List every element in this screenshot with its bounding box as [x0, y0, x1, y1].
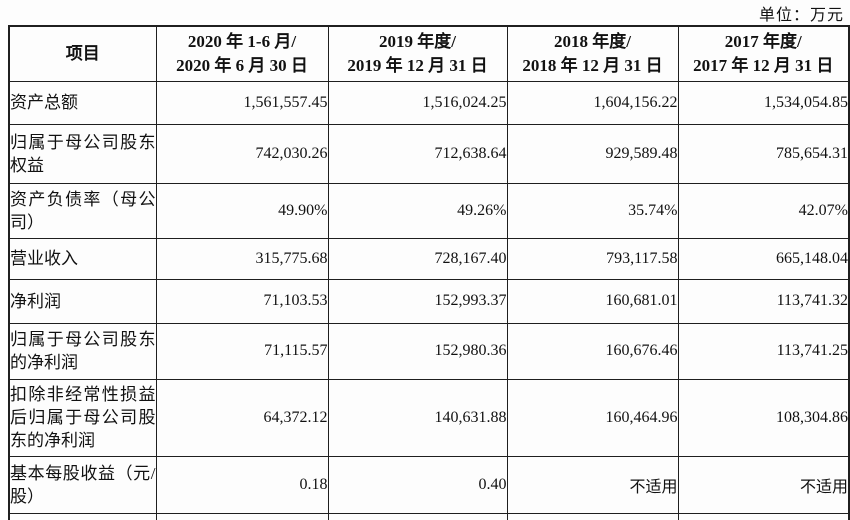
row-label: 基本每股收益（元/股）	[8, 455, 157, 514]
table-row-net-profit-excl-nonrecurring: 扣除非经常性损益后归属于母公司股东的净利润 64,372.12 140,631.…	[8, 378, 850, 457]
cell-value: 1,516,024.25	[327, 80, 508, 125]
cell-value: 不适用	[506, 455, 679, 514]
cell-value: 35.74%	[506, 182, 679, 239]
period-line2: 2017 年 12 月 31 日	[693, 55, 834, 75]
cell-value: 113,741.25	[677, 322, 850, 380]
row-label: 归属于母公司股东权益	[8, 123, 157, 184]
column-header-item: 项目	[8, 25, 157, 82]
table-row-parent-equity: 归属于母公司股东权益 742,030.26 712,638.64 929,589…	[8, 123, 850, 184]
cell-value: 49.26%	[327, 182, 508, 239]
row-label-empty	[8, 512, 157, 520]
row-label: 营业收入	[8, 237, 157, 280]
row-label: 资产负债率（母公司）	[8, 182, 157, 239]
cell-value: 728,167.40	[327, 237, 508, 280]
table-row-net-profit: 净利润 71,103.53 152,993.37 160,681.01 113,…	[8, 278, 850, 324]
cell-value: 0.40	[327, 455, 508, 514]
column-header-period-2018: 2018 年度/ 2018 年 12 月 31 日	[506, 25, 679, 82]
period-line1: 2017 年度/	[724, 31, 802, 51]
cell-value: 64,372.12	[155, 378, 329, 457]
unit-label: 单位：万元	[758, 7, 844, 24]
row-label: 扣除非经常性损益后归属于母公司股东的净利润	[8, 378, 157, 457]
cell-value: 785,654.31	[677, 123, 850, 184]
row-label: 净利润	[8, 278, 157, 324]
cell-value: 160,681.01	[506, 278, 679, 324]
cell-value: 1,561,557.45	[155, 80, 329, 125]
period-line2: 2018 年 12 月 31 日	[522, 55, 663, 75]
column-header-period-2019: 2019 年度/ 2019 年 12 月 31 日	[327, 25, 508, 82]
period-line2: 2019 年 12 月 31 日	[347, 55, 488, 75]
cell-value: 152,980.36	[327, 322, 508, 380]
table-row-parent-net-profit: 归属于母公司股东的净利润 71,115.57 152,980.36 160,67…	[8, 322, 850, 380]
cell-value: 152,993.37	[327, 278, 508, 324]
cell-value: 71,103.53	[155, 278, 329, 324]
table-row-basic-eps: 基本每股收益（元/股） 0.18 0.40 不适用 不适用	[8, 455, 850, 514]
table-row-debt-ratio: 资产负债率（母公司） 49.90% 49.26% 35.74% 42.07%	[8, 182, 850, 239]
cell-value: 49.90%	[155, 182, 329, 239]
cell-value: 113,741.32	[677, 278, 850, 324]
period-line2: 2020 年 6 月 30 日	[176, 55, 308, 75]
column-header-period-2017: 2017 年度/ 2017 年 12 月 31 日	[677, 25, 850, 82]
cell-value: 0.18	[155, 455, 329, 514]
cell-value-empty	[327, 512, 508, 520]
cell-value: 71,115.57	[155, 322, 329, 380]
period-line1: 2018 年度/	[554, 31, 631, 51]
cell-value: 712,638.64	[327, 123, 508, 184]
row-label: 归属于母公司股东的净利润	[8, 322, 157, 380]
cell-value: 793,117.58	[506, 237, 679, 280]
period-line1: 2020 年 1-6 月/	[187, 31, 297, 51]
cell-value: 42.07%	[677, 182, 850, 239]
cell-value-empty	[506, 512, 679, 520]
cell-value: 不适用	[677, 455, 850, 514]
cell-value: 160,464.96	[506, 378, 679, 457]
cell-value: 140,631.88	[327, 378, 508, 457]
row-label: 资产总额	[8, 80, 157, 125]
financial-summary-table: 项目 2020 年 1-6 月/ 2020 年 6 月 30 日 2019 年度…	[8, 25, 850, 520]
cell-value-empty	[677, 512, 850, 520]
cell-value: 665,148.04	[677, 237, 850, 280]
cell-value-empty	[155, 512, 329, 520]
period-line1: 2019 年度/	[379, 31, 456, 51]
column-header-period-2020: 2020 年 1-6 月/ 2020 年 6 月 30 日	[155, 25, 329, 82]
cell-value: 742,030.26	[155, 123, 329, 184]
cell-value: 1,534,054.85	[677, 80, 850, 125]
cell-value: 1,604,156.22	[506, 80, 679, 125]
table-row-total-assets: 资产总额 1,561,557.45 1,516,024.25 1,604,156…	[8, 80, 850, 125]
table-row-partial-clipped	[8, 512, 850, 520]
cell-value: 160,676.46	[506, 322, 679, 380]
cell-value: 108,304.86	[677, 378, 850, 457]
table-row-revenue: 营业收入 315,775.68 728,167.40 793,117.58 66…	[8, 237, 850, 280]
table-header-row: 项目 2020 年 1-6 月/ 2020 年 6 月 30 日 2019 年度…	[8, 25, 850, 82]
cell-value: 315,775.68	[155, 237, 329, 280]
cell-value: 929,589.48	[506, 123, 679, 184]
